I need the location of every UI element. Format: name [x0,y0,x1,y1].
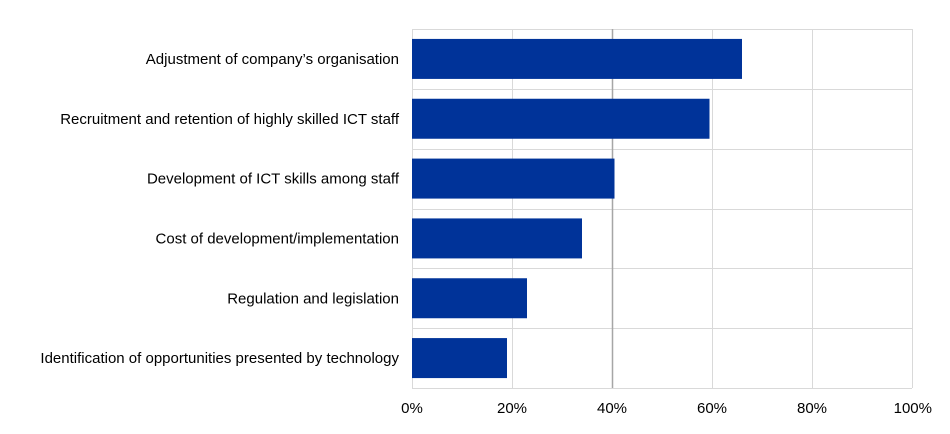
bar-layer [412,38,742,379]
bar [412,218,582,259]
grid-layer [412,29,913,389]
x-tick-label: 0% [401,400,423,417]
category-label: Adjustment of company’s organisation [146,51,399,68]
bar [412,158,615,199]
bar [412,38,742,79]
tick-label-layer: 0% 20% 40% 60% 80% 100% [401,400,932,417]
category-label: Cost of development/implementation [156,230,399,247]
bar [412,98,710,139]
bar [412,278,527,319]
x-tick-label: 100% [894,400,932,417]
category-label-layer: Adjustment of company’s organisation Recr… [40,51,399,367]
bar [412,338,507,379]
x-tick-label: 40% [597,400,627,417]
x-tick-label: 20% [497,400,527,417]
category-label: Recruitment and retention of highly skil… [60,111,400,128]
category-label: Identification of opportunities presente… [40,350,399,367]
x-tick-label: 60% [697,400,727,417]
category-label: Development of ICT skills among staff [147,171,400,188]
category-label: Regulation and legislation [227,290,399,307]
x-tick-label: 80% [797,400,827,417]
